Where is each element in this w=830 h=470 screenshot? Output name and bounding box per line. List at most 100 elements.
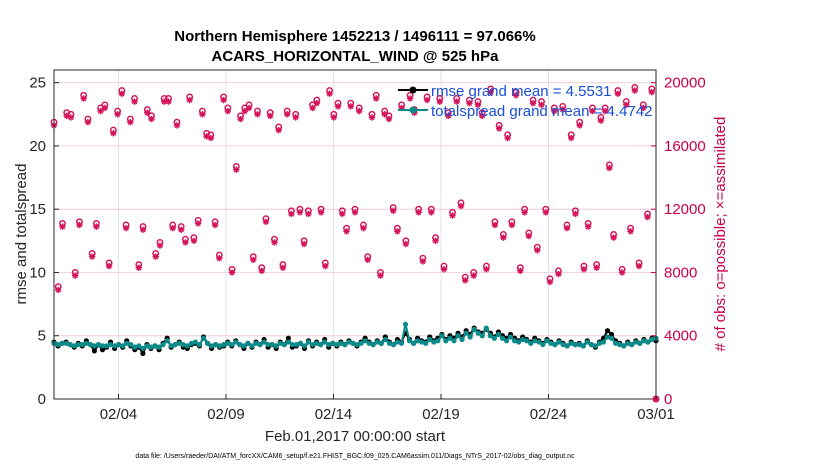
star-stroke xyxy=(585,223,591,230)
obs-assimilated-point xyxy=(360,224,367,232)
obs-assimilated-point xyxy=(135,264,142,271)
obs-assimilated-point xyxy=(538,101,545,108)
obs-assimilated-point xyxy=(601,107,609,115)
totalspread-point xyxy=(415,338,421,344)
star-stroke xyxy=(420,258,426,265)
star-stroke xyxy=(610,234,617,241)
totalspread-point xyxy=(475,330,481,336)
star-stroke xyxy=(186,97,193,103)
obs-assimilated-point xyxy=(59,223,66,230)
obs-assimilated-point xyxy=(105,262,113,270)
totalspread-point xyxy=(471,326,477,333)
obs-assimilated-point xyxy=(580,266,588,273)
star-stroke xyxy=(309,105,316,111)
obs-assimilated-point xyxy=(491,221,499,229)
star-stroke xyxy=(110,130,117,137)
star-stroke xyxy=(636,263,642,269)
obs-assimilated-point xyxy=(640,104,647,112)
obs-assimilated-point xyxy=(279,264,287,271)
totalspread-point xyxy=(467,334,473,340)
obs-assimilated-point xyxy=(644,213,651,221)
obs-assimilated-point xyxy=(394,228,401,235)
obs-assimilated-point xyxy=(614,90,622,97)
totalspread-point xyxy=(528,340,534,346)
totalspread-point xyxy=(499,335,506,341)
obs-assimilated-point xyxy=(267,112,274,120)
totalspread-point xyxy=(645,339,651,345)
star-stroke xyxy=(292,114,299,121)
legend-rmse-label: rmse grand mean = 4.5531 xyxy=(431,83,612,100)
obs-assimilated-point xyxy=(478,112,486,120)
totalspread-point xyxy=(536,339,542,345)
star-stroke xyxy=(140,227,146,233)
left-axis-ticks: 0 5 10 15 20 25 xyxy=(29,75,59,408)
star-stroke xyxy=(85,119,91,125)
obs-assimilated-point xyxy=(589,107,596,115)
totalspread-point xyxy=(318,341,324,348)
star-stroke xyxy=(602,108,608,114)
totalspread-point xyxy=(532,338,538,344)
totalspread-point xyxy=(608,335,615,341)
right-tick-label: 12000 xyxy=(664,201,706,218)
obs-assimilated-point xyxy=(546,278,554,286)
obs-assimilated-point xyxy=(322,262,329,270)
star-stroke xyxy=(114,111,121,118)
totalspread-point xyxy=(447,335,453,341)
totalspread-point xyxy=(71,343,77,349)
obs-assimilated-point xyxy=(440,266,448,273)
obs-assimilated-point xyxy=(500,234,507,241)
totalspread-point xyxy=(604,334,611,340)
obs-assimilated-point xyxy=(156,242,164,249)
totalspread-point xyxy=(261,339,267,345)
obs-assimilated-point xyxy=(275,126,282,134)
star-stroke xyxy=(267,113,273,119)
totalspread-point xyxy=(548,340,554,346)
obs-assimilated-point xyxy=(415,209,422,216)
obs-assimilated-point xyxy=(228,269,236,276)
totalspread-point xyxy=(152,343,158,349)
obs-assimilated-point xyxy=(309,104,316,112)
obs-assimilated-point xyxy=(568,134,575,142)
legend-spread-label: totalspread grand mean = 4.4742 xyxy=(431,103,652,120)
star-stroke xyxy=(242,108,248,114)
totalspread-point xyxy=(67,341,73,348)
star-stroke xyxy=(377,272,384,279)
star-stroke xyxy=(513,92,519,99)
star-stroke xyxy=(93,223,100,230)
totalspread-point xyxy=(334,341,340,348)
obs-assimilated-point xyxy=(449,212,456,219)
obs-assimilated-point xyxy=(182,239,189,246)
obs-assimilated-point xyxy=(627,228,634,235)
totalspread-point xyxy=(495,331,502,338)
star-stroke xyxy=(106,263,112,269)
star-stroke xyxy=(182,239,189,246)
totalspread-point xyxy=(233,339,239,345)
obs-assimilated-point xyxy=(300,240,308,248)
obs-assimilated-point xyxy=(445,112,452,120)
rmse-point xyxy=(608,331,615,338)
star-stroke xyxy=(237,116,244,122)
star-stroke xyxy=(555,271,562,277)
totalspread-point xyxy=(309,341,316,348)
star-stroke xyxy=(195,220,201,227)
star-stroke xyxy=(153,253,159,260)
obs-assimilated-point xyxy=(525,232,533,240)
star-stroke xyxy=(479,113,485,119)
right-axis-ticks: 0 4000 8000 12000 16000 20000 xyxy=(651,75,706,408)
totalspread-point xyxy=(112,343,118,349)
star-stroke xyxy=(322,263,329,269)
obs-assimilated-point xyxy=(576,122,583,129)
left-tick-label: 10 xyxy=(29,264,46,281)
x-tick-label: 02/19 xyxy=(422,406,460,423)
obs-assimilated-point xyxy=(593,264,600,271)
obs-assimilated-point xyxy=(559,106,566,113)
star-stroke xyxy=(339,211,346,217)
rmse-point xyxy=(140,350,146,357)
star-stroke xyxy=(199,111,206,118)
totalspread-point xyxy=(322,339,328,345)
totalspread-point xyxy=(398,340,405,346)
star-stroke xyxy=(169,225,176,231)
obs-assimilated-point xyxy=(254,111,261,118)
obs-assimilated-point xyxy=(177,226,185,233)
